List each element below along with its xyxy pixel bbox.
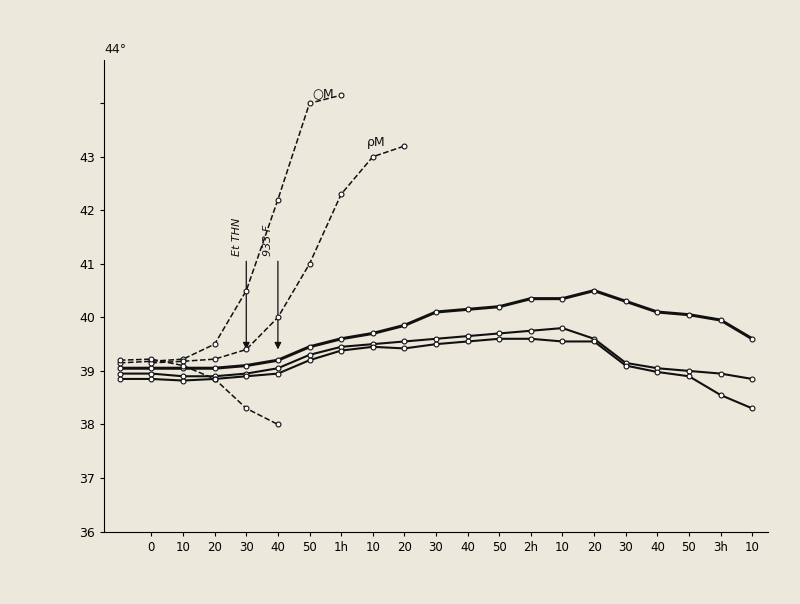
Text: 44°: 44° (104, 43, 126, 56)
Text: 933 F: 933 F (263, 225, 273, 256)
Text: Et THN: Et THN (231, 217, 242, 256)
Text: ρM: ρM (366, 136, 385, 149)
Text: ○M: ○M (313, 88, 334, 100)
